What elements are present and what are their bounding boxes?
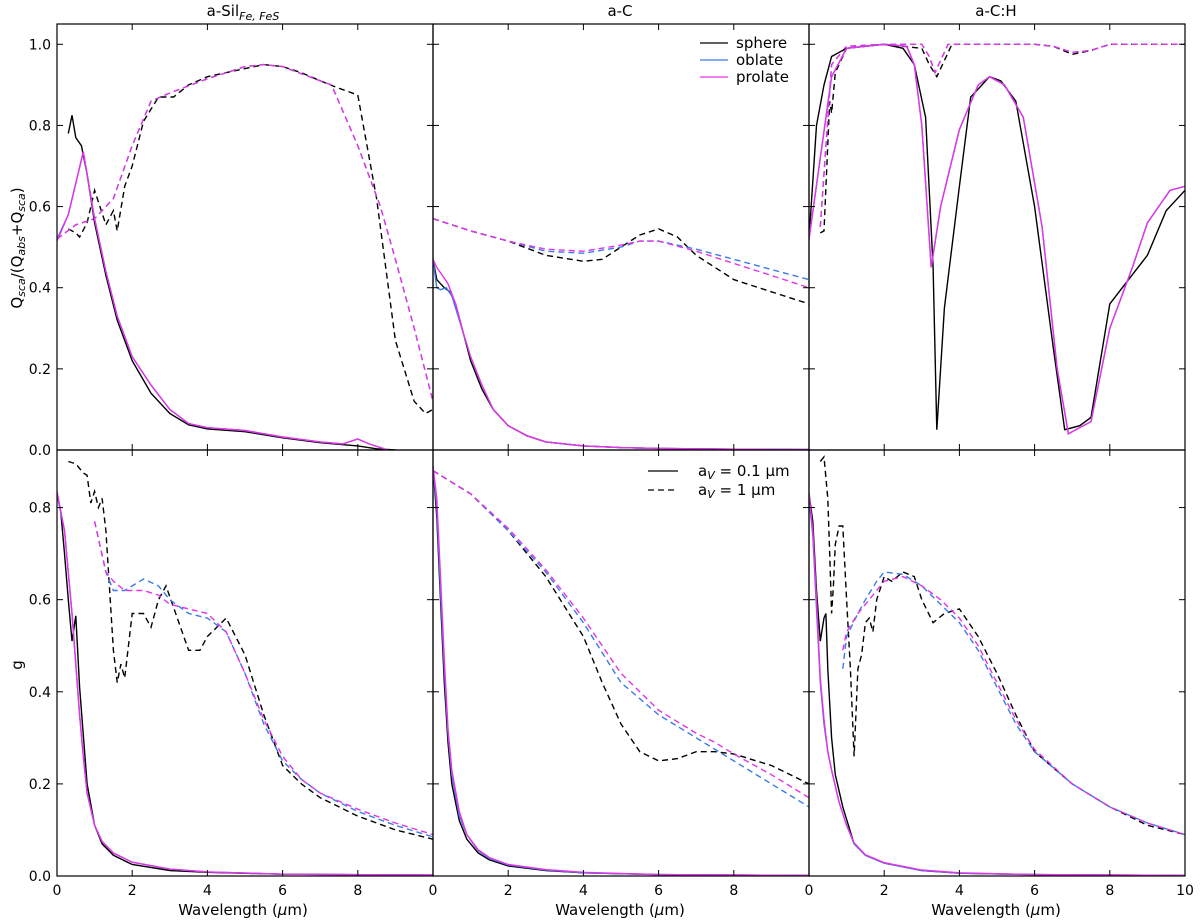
x-tick-label: 2 [880, 883, 889, 899]
series-line-prolate-small [57, 491, 433, 876]
panel-title-asil: a-SilFe, FeS [207, 2, 280, 23]
plot-frame [808, 449, 1186, 877]
series-line-sphere-small [67, 115, 396, 450]
panel-g-asil: 0 2 4 6 8 0.0 0.2 0.4 0.6 0.8 [29, 449, 434, 899]
series-line-oblate-small [57, 151, 389, 450]
panel-q-ach [808, 23, 1186, 451]
plot-frame [432, 23, 810, 451]
panel-title-ac: a-C [607, 2, 632, 20]
x-tick-label: 2 [504, 883, 513, 899]
series-line-oblate-large [93, 521, 433, 838]
y-tick-label: 0.8 [29, 501, 51, 517]
x-tick-label: 8 [353, 883, 362, 899]
panel-g-ach: 0 2 4 6 8 10 [805, 449, 1194, 899]
series-line-sphere-large [819, 43, 1185, 234]
series-line-prolate-small [433, 259, 809, 450]
plot-layer: 0.0 0.2 0.4 0.6 0.8 1.0 0 2 4 6 8 0.0 0.2 0.4 0.6 0.8 0 2… [29, 23, 1194, 899]
series-group [433, 466, 809, 876]
x-tick-label: 4 [955, 883, 964, 899]
size-legend: aV = 0.1 μm aV = 1 μm [648, 462, 790, 501]
panel-q-asil: 0.0 0.2 0.4 0.6 0.8 1.0 [29, 23, 434, 459]
series-line-oblate-small [433, 466, 809, 876]
series-line-sphere-large [67, 63, 433, 415]
legend-label-large-grain: aV = 1 μm [698, 481, 775, 501]
series-line-oblate-small [433, 259, 809, 450]
series-group [433, 218, 809, 450]
series-line-prolate-large [93, 521, 433, 836]
series-line-oblate-small [57, 493, 433, 876]
x-tick-label: 6 [278, 883, 287, 899]
y-tick-label: 0.6 [29, 200, 51, 216]
series-group [809, 43, 1185, 435]
series-line-sphere-large [433, 218, 809, 305]
x-tick-label: 0 [53, 883, 62, 899]
series-line-sphere-large [819, 455, 1185, 836]
y-axis-label-bottom: g [8, 660, 26, 670]
series-line-sphere-small [433, 466, 809, 876]
legend-label-prolate: prolate [736, 68, 789, 86]
series-line-sphere-large [68, 460, 433, 840]
series-line-sphere-large [433, 470, 809, 785]
y-tick-label: 0.2 [29, 362, 51, 378]
series-group [57, 63, 433, 450]
series-line-oblate-small [809, 43, 1185, 435]
series-line-sphere-small [57, 493, 433, 876]
series-group [57, 460, 433, 876]
y-tick-label: 1.0 [29, 37, 51, 53]
legend-label-sphere: sphere [736, 34, 787, 52]
series-line-sphere-small [809, 493, 1185, 876]
series-line-prolate-small [57, 151, 389, 450]
x-axis-label-1: Wavelength (μm) [178, 901, 308, 919]
y-tick-label: 0.4 [29, 281, 51, 297]
series-line-prolate-small [433, 466, 809, 876]
x-tick-label: 0 [429, 883, 438, 899]
series-line-sphere-small [809, 43, 1185, 431]
series-line-sphere-small [433, 259, 809, 450]
x-tick-label: 10 [1176, 883, 1194, 899]
x-tick-label: 4 [203, 883, 212, 899]
y-tick-label: 0.8 [29, 118, 51, 134]
y-tick-label: 0.4 [29, 685, 51, 701]
series-line-oblate-large [433, 470, 809, 808]
x-tick-label: 0 [805, 883, 814, 899]
y-axis-label-top: Qsca/(Qabs+Qsca) [8, 187, 28, 308]
x-axis-label-2: Wavelength (μm) [555, 901, 685, 919]
series-line-oblate-large [842, 571, 1185, 836]
legend-label-small-grain: aV = 0.1 μm [698, 462, 790, 482]
series-line-prolate-large [819, 43, 1185, 227]
plot-frame [56, 449, 434, 877]
x-tick-label: 6 [654, 883, 663, 899]
series-line-oblate-large [57, 63, 433, 402]
x-axis-label-3: Wavelength (μm) [931, 901, 1061, 919]
panel-title-ach: a-C:H [975, 2, 1016, 20]
series-line-prolate-large [842, 575, 1185, 836]
x-tick-label: 8 [729, 883, 738, 899]
series-line-prolate-large [433, 218, 809, 289]
series-group [809, 455, 1185, 876]
series-line-prolate-large [57, 63, 433, 402]
y-tick-label: 0.2 [29, 777, 51, 793]
series-line-prolate-small [809, 493, 1185, 876]
plot-frame [808, 23, 1186, 451]
series-line-oblate-large [819, 43, 1185, 227]
x-tick-label: 4 [579, 883, 588, 899]
series-line-prolate-small [809, 43, 1185, 435]
series-line-oblate-large [433, 218, 809, 281]
plot-frame [432, 449, 810, 877]
legend-label-oblate: oblate [736, 51, 783, 69]
series-line-prolate-large [433, 470, 809, 799]
panel-g-ac: 0 2 4 6 8 [429, 449, 810, 899]
x-tick-label: 6 [1030, 883, 1039, 899]
x-tick-label: 8 [1105, 883, 1114, 899]
shape-legend: sphere oblate prolate [700, 34, 789, 86]
plot-frame [56, 23, 434, 451]
y-tick-label: 0.6 [29, 593, 51, 609]
y-tick-label: 0.0 [29, 869, 51, 885]
y-tick-label: 0.0 [29, 443, 51, 459]
x-tick-label: 2 [128, 883, 137, 899]
panel-q-ac [432, 23, 810, 451]
